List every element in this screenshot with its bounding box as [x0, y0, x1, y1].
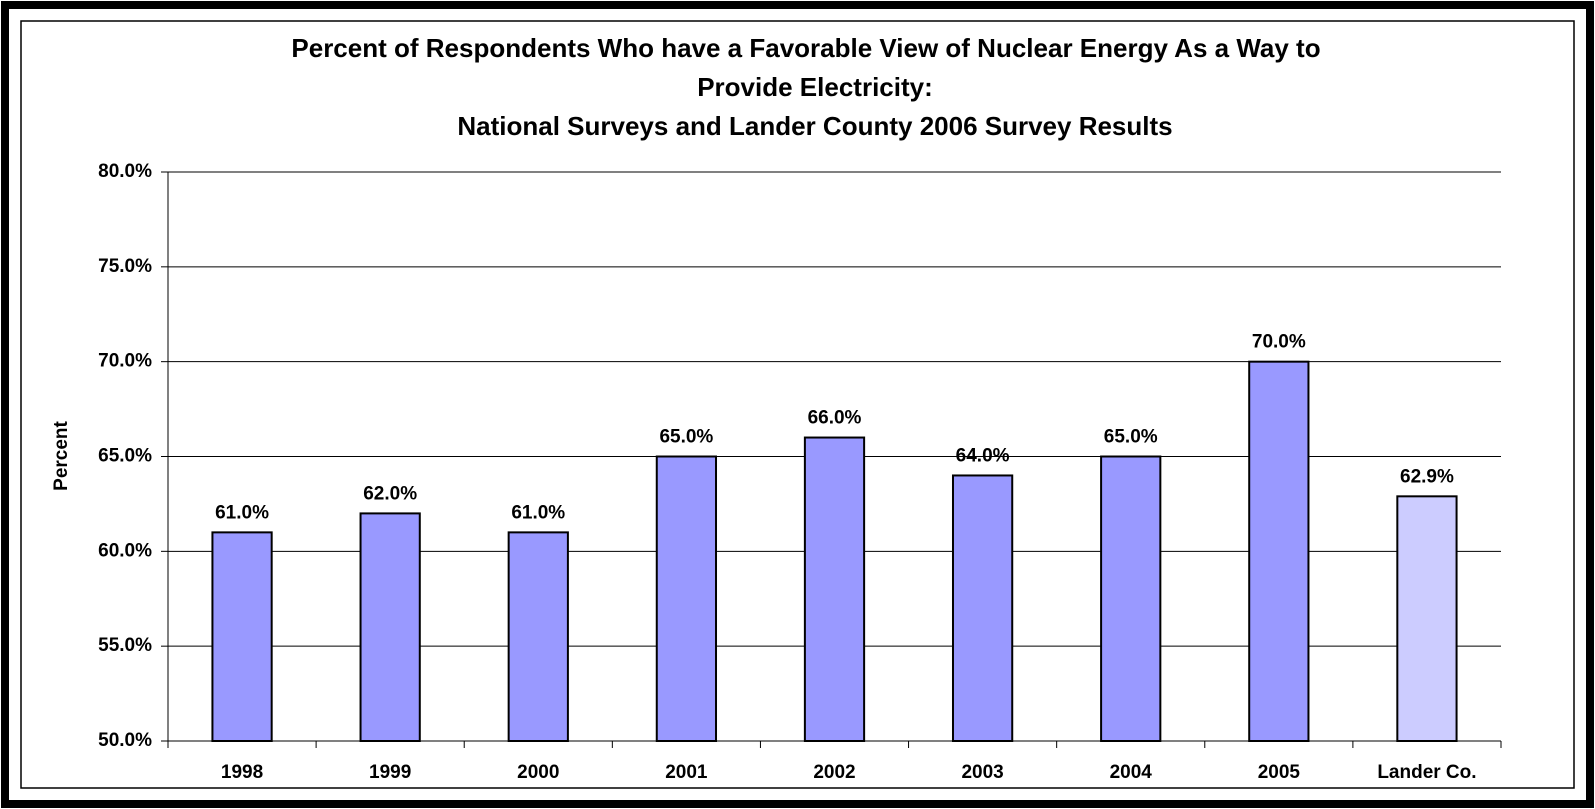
data-label: 61.0%: [215, 502, 269, 523]
data-label: 70.0%: [1252, 332, 1306, 353]
y-tick-label: 75.0%: [98, 256, 152, 277]
y-axis-label: Percent: [51, 420, 72, 490]
bar: [359, 512, 421, 743]
bar: [1248, 360, 1310, 742]
data-label: 65.0%: [659, 427, 713, 448]
y-tick-label: 70.0%: [98, 351, 152, 372]
bar: [951, 474, 1014, 742]
data-label: 62.0%: [363, 483, 417, 504]
data-label: 66.0%: [808, 408, 862, 429]
bar: [803, 436, 866, 742]
bar: [655, 455, 718, 742]
bar: [1100, 455, 1162, 742]
chart-title: Provide Electricity:: [697, 72, 933, 102]
x-tick-label: Lander Co.: [1377, 762, 1476, 783]
y-tick-label: 55.0%: [98, 635, 152, 656]
y-tick-label: 80.0%: [98, 161, 152, 182]
x-tick-label: 1999: [369, 762, 411, 783]
x-tick-label: 2003: [961, 762, 1003, 783]
y-tick-label: 60.0%: [98, 540, 152, 561]
bar: [1396, 495, 1458, 742]
x-tick-label: 2002: [813, 762, 855, 783]
chart-title: Percent of Respondents Who have a Favora…: [291, 33, 1320, 63]
data-label: 64.0%: [956, 445, 1010, 466]
chart-area-border: [20, 20, 1575, 789]
y-tick-label: 65.0%: [98, 446, 152, 467]
x-tick-label: 2004: [1110, 762, 1153, 783]
data-label: 61.0%: [511, 502, 565, 523]
x-tick-label: 1998: [221, 762, 263, 783]
x-tick-label: 2000: [517, 762, 559, 783]
data-label: 65.0%: [1104, 427, 1158, 448]
x-tick-label: 2001: [665, 762, 708, 783]
y-tick-label: 50.0%: [98, 730, 152, 751]
bar: [211, 531, 273, 742]
bar: [507, 531, 569, 742]
x-tick-label: 2005: [1258, 762, 1301, 783]
data-label: 62.9%: [1400, 466, 1454, 487]
chart-title: National Surveys and Lander County 2006 …: [457, 111, 1172, 141]
